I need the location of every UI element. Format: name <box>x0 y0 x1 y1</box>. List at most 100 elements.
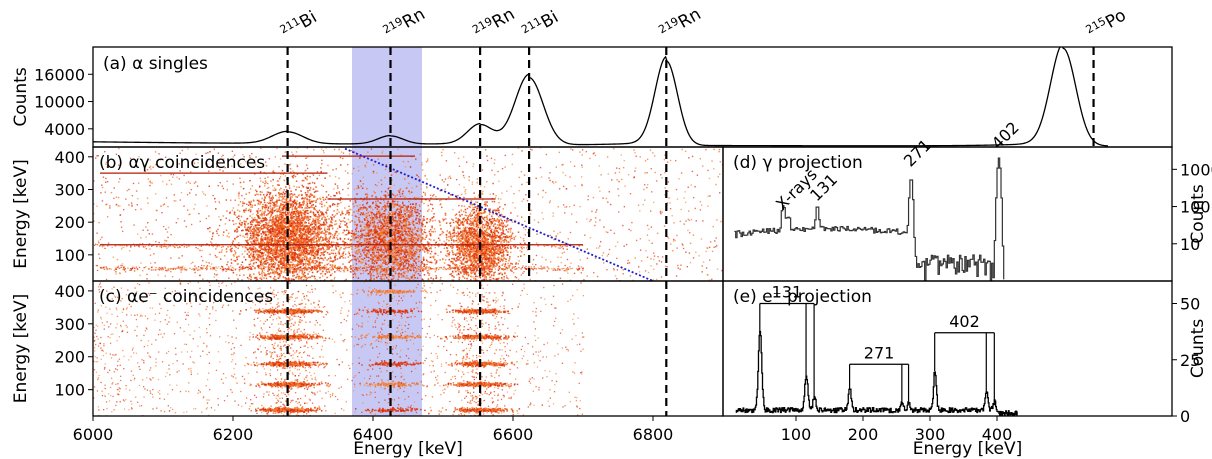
b-point <box>555 166 557 168</box>
b-point <box>707 169 709 172</box>
b-cluster-point <box>297 224 300 227</box>
b-point <box>493 246 495 248</box>
b-cluster-point <box>266 254 269 257</box>
b-cluster-point <box>344 247 346 250</box>
b-point <box>274 156 276 158</box>
b-cluster-point <box>276 223 279 226</box>
b-point <box>97 240 100 242</box>
b-point <box>263 267 266 269</box>
b-cluster-point <box>269 217 271 219</box>
b-cluster-point <box>261 269 264 271</box>
b-point <box>166 183 168 185</box>
b-cluster-point <box>293 211 296 213</box>
b-point <box>578 251 580 253</box>
b-cluster-point <box>304 274 306 277</box>
b-point <box>523 226 525 229</box>
b-cluster-point <box>222 215 225 217</box>
b-cluster-point <box>265 227 268 229</box>
b-cluster-point <box>284 247 286 249</box>
b-point <box>516 215 519 217</box>
b-cluster-point <box>306 205 309 208</box>
b-point <box>706 247 709 249</box>
b-point <box>595 221 597 223</box>
b-cluster-point <box>292 263 294 266</box>
b-cluster-point <box>243 197 246 200</box>
b-cluster-point <box>264 249 267 252</box>
b-point <box>121 230 124 233</box>
b-point <box>218 159 221 162</box>
b-point <box>642 203 644 206</box>
b-cluster-point <box>268 226 271 228</box>
b-cluster-point <box>315 250 318 252</box>
b-point <box>215 266 217 268</box>
b-cluster-point <box>308 263 311 266</box>
b-point <box>519 236 522 239</box>
b-point <box>210 263 213 265</box>
b-point <box>551 268 553 270</box>
b-point <box>371 208 374 211</box>
b-point <box>149 180 152 182</box>
b-point <box>617 188 619 190</box>
b-point <box>381 150 384 152</box>
b-point <box>454 269 456 271</box>
b-cluster-point <box>327 225 329 228</box>
b-point <box>471 181 474 183</box>
b-point <box>155 219 157 221</box>
b-point <box>362 270 364 272</box>
b-cluster-point <box>306 201 308 203</box>
b-cluster-point <box>329 235 332 238</box>
b-point <box>366 239 368 241</box>
b-cluster-point <box>327 209 329 211</box>
b-point <box>501 192 503 194</box>
b-point <box>174 268 177 271</box>
b-cluster-point <box>323 205 326 207</box>
b-point <box>172 267 175 270</box>
b-point <box>570 213 573 215</box>
b-cluster-point <box>313 241 315 244</box>
b-point <box>711 278 713 281</box>
b-point <box>448 268 451 270</box>
b-point <box>188 245 190 247</box>
b-point <box>567 243 569 245</box>
b-point <box>425 161 428 163</box>
b-cluster-point <box>242 201 244 203</box>
b-point <box>634 152 636 154</box>
b-point <box>481 192 484 194</box>
b-cluster-point <box>269 249 272 251</box>
b-point <box>193 182 196 184</box>
b-point <box>405 207 407 209</box>
b-point <box>117 196 120 199</box>
b-cluster-point <box>255 276 258 279</box>
b-cluster-point <box>313 236 315 238</box>
b-cluster-point <box>276 237 279 240</box>
b-point <box>105 181 107 183</box>
b-point <box>195 247 197 249</box>
b-cluster-point <box>314 222 316 224</box>
b-cluster-point <box>317 247 320 250</box>
b-point <box>264 182 266 185</box>
b-point <box>387 250 390 252</box>
b-point <box>347 194 350 196</box>
b-point <box>104 247 106 250</box>
b-point <box>701 271 703 273</box>
b-cluster-point <box>264 227 267 229</box>
b-point <box>406 245 409 248</box>
b-cluster-point <box>290 220 292 223</box>
b-cluster-point <box>284 192 286 195</box>
b-cluster-point <box>302 239 304 241</box>
b-point <box>462 174 465 177</box>
b-cluster-point <box>265 164 268 167</box>
b-point <box>176 267 178 269</box>
b-cluster-point <box>295 210 298 213</box>
b-point <box>518 176 521 179</box>
b-point <box>525 265 527 267</box>
b-cluster-point <box>256 226 259 229</box>
b-cluster-point <box>283 269 286 272</box>
b-cluster-point <box>257 250 259 252</box>
b-point <box>353 151 356 153</box>
b-cluster-point <box>302 186 305 188</box>
b-point <box>437 245 440 247</box>
b-cluster-point <box>265 234 268 236</box>
b-cluster-point <box>272 235 275 238</box>
b-point <box>259 209 262 212</box>
